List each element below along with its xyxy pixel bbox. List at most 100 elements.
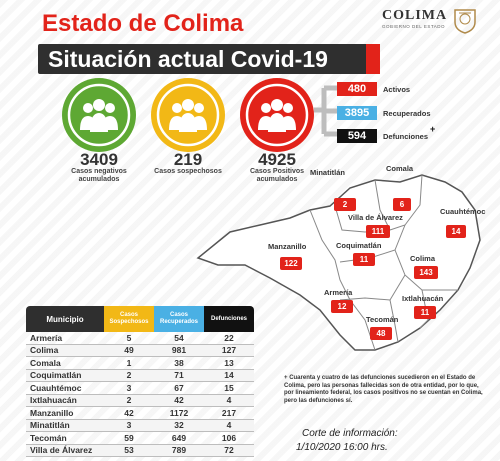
col-header-municipio: Municipio xyxy=(26,306,104,332)
bracket-connector xyxy=(314,85,338,137)
map-outline xyxy=(196,174,481,351)
map-label-colima: Colima xyxy=(410,254,436,263)
cell-sospechosos: 42 xyxy=(104,407,154,420)
negatives-label: Casos negativos acumulados xyxy=(50,168,148,184)
positives-label-line1: Casos Positivos xyxy=(249,168,305,175)
map-label-manzanillo: Manzanillo xyxy=(268,242,307,251)
cell-defunciones: 106 xyxy=(204,432,254,445)
map-badge-ixtlahuacan: 11 xyxy=(414,306,436,319)
map-label-tecoman: Tecomán xyxy=(366,315,399,324)
positives-circle xyxy=(240,78,314,152)
cell-municipio: Cuauhtémoc xyxy=(26,382,104,395)
map-badge-manzanillo: 122 xyxy=(280,257,302,270)
table-row: Tecomán 59 649 106 xyxy=(26,432,254,445)
cell-municipio: Minatitlán xyxy=(26,419,104,432)
cell-defunciones: 4 xyxy=(204,394,254,407)
cell-defunciones: 13 xyxy=(204,357,254,370)
cell-recuperados: 1172 xyxy=(154,407,204,420)
suspects-circle xyxy=(151,78,225,152)
cell-municipio: Manzanillo xyxy=(26,407,104,420)
cell-sospechosos: 2 xyxy=(104,394,154,407)
active-label: Activos xyxy=(383,85,411,94)
deaths-value: 594 xyxy=(337,129,377,143)
col-header-sospechosos-line2: Sospechosos xyxy=(109,319,149,325)
recovered-value: 3895 xyxy=(337,106,377,120)
government-logo: COLIMA GOBIERNO DEL ESTADO xyxy=(370,2,490,38)
positives-label: Casos Positivos acumulados xyxy=(228,168,326,184)
table-row: Villa de Álvarez 53 789 72 xyxy=(26,444,254,457)
cell-sospechosos: 3 xyxy=(104,382,154,395)
suspects-label: Casos sospechosos xyxy=(154,168,222,175)
map-label-armeria: Armería xyxy=(324,288,353,297)
recovered-label: Recuperados xyxy=(383,109,431,118)
cell-recuperados: 42 xyxy=(154,394,204,407)
col-header-recuperados-line1: Casos xyxy=(169,312,188,318)
people-icon xyxy=(67,83,131,147)
cell-sospechosos: 1 xyxy=(104,357,154,370)
cell-defunciones: 22 xyxy=(204,332,254,345)
cell-sospechosos: 49 xyxy=(104,344,154,357)
deaths-label: Defunciones xyxy=(383,132,429,141)
negatives-label-line1: Casos negativos xyxy=(71,168,127,175)
page-title: Estado de Colima xyxy=(42,10,244,37)
banner-text: Situación actual Covid-19 xyxy=(48,46,328,72)
cell-recuperados: 789 xyxy=(154,444,204,457)
map-label-cuauhtemoc: Cuauhtémoc xyxy=(440,207,486,216)
banner-accent xyxy=(366,44,380,74)
table-row: Coquimatlán 2 71 14 xyxy=(26,369,254,382)
table-row: Manzanillo 42 1172 217 xyxy=(26,407,254,420)
map-label-ixtlahuacan: Ixtlahuacán xyxy=(402,294,444,303)
people-icon xyxy=(156,83,220,147)
table-row: Comala 1 38 13 xyxy=(26,357,254,370)
negatives-value: 3409 xyxy=(80,150,118,169)
cell-municipio: Ixtlahuacán xyxy=(26,394,104,407)
cell-recuperados: 54 xyxy=(154,332,204,345)
map-badge-tecoman: 48 xyxy=(370,327,392,340)
table-row: Colima 49 981 127 xyxy=(26,344,254,357)
cell-sospechosos: 3 xyxy=(104,419,154,432)
people-icon xyxy=(245,83,309,147)
footnote: + Cuarenta y cuatro de las defunciones s… xyxy=(284,375,484,405)
cell-municipio: Coquimatlán xyxy=(26,369,104,382)
cell-defunciones: 14 xyxy=(204,369,254,382)
cell-sospechosos: 2 xyxy=(104,369,154,382)
table-row: Minatitlán 3 32 4 xyxy=(26,419,254,432)
active-value: 480 xyxy=(337,82,377,96)
negatives-circle xyxy=(62,78,136,152)
cutoff-date: 1/10/2020 16:00 hrs. xyxy=(296,442,388,453)
map-label-minatitlan: Minatitlán xyxy=(310,168,345,177)
cell-municipio: Tecomán xyxy=(26,432,104,445)
cell-municipio: Colima xyxy=(26,344,104,357)
cell-defunciones: 72 xyxy=(204,444,254,457)
map-badge-cuauhtemoc: 14 xyxy=(446,225,466,238)
cell-municipio: Villa de Álvarez xyxy=(26,444,104,457)
deaths-marker: + xyxy=(430,124,436,134)
map-label-comala: Comala xyxy=(386,164,414,173)
cell-sospechosos: 59 xyxy=(104,432,154,445)
cell-defunciones: 4 xyxy=(204,419,254,432)
cell-recuperados: 71 xyxy=(154,369,204,382)
cell-recuperados: 649 xyxy=(154,432,204,445)
cell-municipio: Comala xyxy=(26,357,104,370)
negatives-label-line2: acumulados xyxy=(78,176,120,183)
cell-recuperados: 32 xyxy=(154,419,204,432)
cell-defunciones: 217 xyxy=(204,407,254,420)
table-row: Cuauhtémoc 3 67 15 xyxy=(26,382,254,395)
col-header-defunciones: Defunciones xyxy=(204,306,254,332)
col-header-recuperados: Casos Recuperados xyxy=(154,306,204,332)
map-badge-comala: 6 xyxy=(393,198,411,211)
map-badge-armeria: 12 xyxy=(331,300,353,313)
map-badge-coquimatlan: 11 xyxy=(353,253,375,266)
col-header-sospechosos-line1: Casos xyxy=(119,312,138,318)
map-label-villa-de-alvarez: Villa de Álvarez xyxy=(348,213,403,222)
cell-recuperados: 981 xyxy=(154,344,204,357)
cutoff-label: Corte de información: xyxy=(302,428,398,439)
state-map: Minatitlán 2 Comala 6 Villa de Álvarez 1… xyxy=(190,164,490,375)
col-header-sospechosos: Casos Sospechosos xyxy=(104,306,154,332)
title-banner: Situación actual Covid-19 xyxy=(38,44,380,74)
footnote-text: Cuarenta y cuatro de las defunciones suc… xyxy=(284,375,483,404)
cell-municipio: Armería xyxy=(26,332,104,345)
table-row: Ixtlahuacán 2 42 4 xyxy=(26,394,254,407)
map-badge-villa-de-alvarez: 111 xyxy=(366,225,390,238)
positives-label-line2: acumulados xyxy=(256,176,298,183)
